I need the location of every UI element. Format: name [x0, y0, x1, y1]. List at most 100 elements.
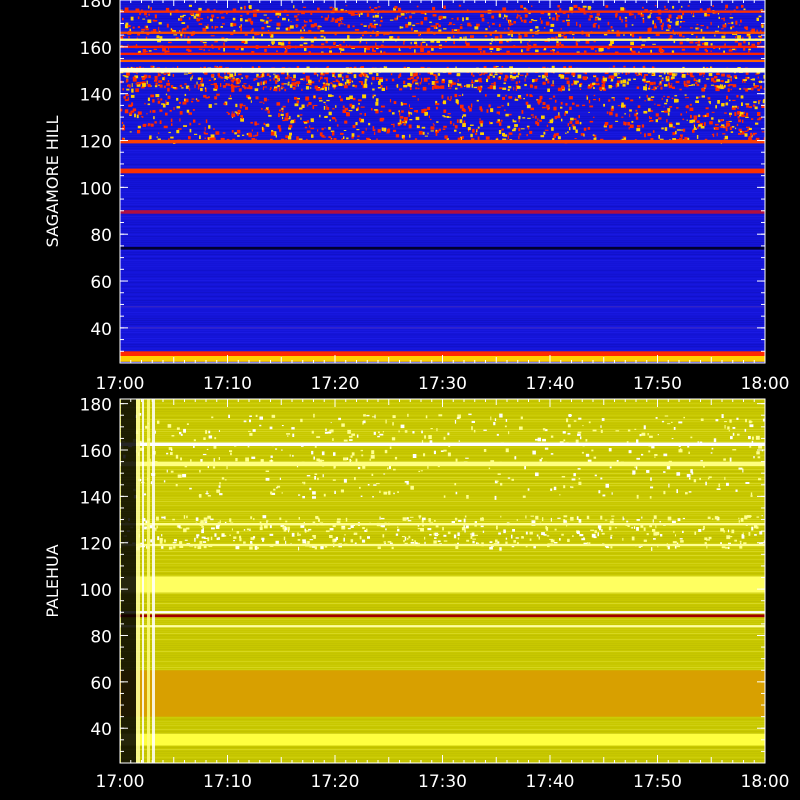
speckle — [329, 6, 333, 9]
speckle — [635, 116, 639, 120]
speckle — [738, 128, 742, 132]
speckle — [744, 27, 747, 30]
speckle — [343, 478, 347, 483]
speckle — [237, 110, 241, 113]
speckle — [418, 515, 422, 518]
speckle — [154, 14, 157, 19]
speckle — [623, 34, 625, 36]
speckle — [158, 26, 160, 31]
speckle — [679, 88, 682, 91]
speckle — [675, 122, 680, 125]
speckle — [393, 7, 396, 12]
speckle — [457, 29, 460, 32]
y-axis-label: SAGAMORE HILL — [43, 116, 62, 248]
texture-line — [120, 224, 765, 225]
speckle — [240, 47, 244, 51]
speckle — [315, 516, 319, 518]
speckle — [218, 457, 220, 460]
speckle — [389, 99, 392, 103]
speckle — [321, 43, 325, 46]
speckle — [753, 82, 755, 86]
speckle — [253, 518, 255, 521]
speckle — [732, 105, 735, 108]
speckle — [333, 7, 335, 10]
speckle — [251, 28, 254, 32]
speckle — [535, 121, 538, 125]
speckle — [139, 447, 144, 451]
speckle — [663, 453, 668, 457]
speckle — [172, 30, 176, 33]
speckle — [627, 122, 630, 126]
speckle — [656, 86, 659, 88]
speckle — [671, 438, 674, 440]
speckle — [297, 114, 300, 118]
speckle — [567, 424, 571, 428]
speckle — [565, 132, 567, 134]
texture-line — [120, 471, 765, 472]
speckle — [351, 80, 354, 83]
speckle — [301, 88, 303, 91]
speckle — [354, 85, 358, 88]
speckle — [582, 5, 587, 8]
speckle — [471, 532, 475, 537]
speckle — [670, 78, 674, 80]
speckle — [313, 71, 317, 75]
speckle — [557, 5, 560, 8]
texture-line — [120, 595, 765, 596]
speckle — [477, 136, 480, 140]
speckle — [137, 125, 141, 129]
speckle — [310, 44, 314, 47]
speckle — [574, 118, 577, 120]
speckle — [400, 26, 404, 29]
speckle — [179, 545, 184, 548]
speckle — [679, 41, 683, 45]
speckle — [583, 133, 585, 137]
speckle — [186, 48, 190, 51]
speckle — [663, 95, 665, 98]
speckle — [722, 133, 726, 135]
speckle — [228, 76, 232, 79]
speckle — [168, 41, 172, 44]
y-tick-label: 140 — [80, 488, 112, 508]
speckle — [321, 51, 324, 53]
speckle — [198, 494, 200, 497]
speckle — [651, 446, 655, 449]
y-tick-label: 60 — [90, 273, 112, 293]
speckle — [163, 85, 166, 88]
speckle — [497, 473, 501, 475]
speckle — [144, 25, 147, 29]
speckle — [743, 8, 746, 11]
speckle — [689, 103, 692, 106]
speckle — [250, 100, 252, 103]
speckle — [521, 536, 524, 539]
speckle — [243, 83, 247, 85]
speckle — [622, 136, 626, 138]
speckle — [330, 138, 332, 141]
speckle — [490, 416, 492, 421]
speckle — [165, 93, 168, 96]
speckle — [498, 13, 502, 18]
speckle — [740, 542, 742, 546]
speckle — [502, 7, 507, 11]
speckle — [689, 41, 694, 44]
speckle — [479, 118, 481, 120]
speckle — [250, 537, 255, 540]
texture-line — [120, 56, 765, 57]
speckle — [332, 438, 334, 441]
speckle — [490, 122, 493, 125]
speckle — [380, 85, 383, 88]
speckle — [414, 540, 416, 545]
speckle — [288, 41, 291, 45]
speckle — [734, 112, 737, 116]
speckle — [201, 529, 204, 534]
speckle — [742, 119, 744, 123]
speckle — [336, 124, 339, 127]
speckle — [225, 77, 229, 79]
speckle — [313, 535, 316, 539]
speckle — [227, 112, 230, 115]
speckle — [274, 75, 278, 79]
speckle — [514, 124, 518, 127]
speckle — [474, 534, 478, 536]
vertical-streak — [147, 399, 150, 763]
speckle — [273, 132, 276, 136]
